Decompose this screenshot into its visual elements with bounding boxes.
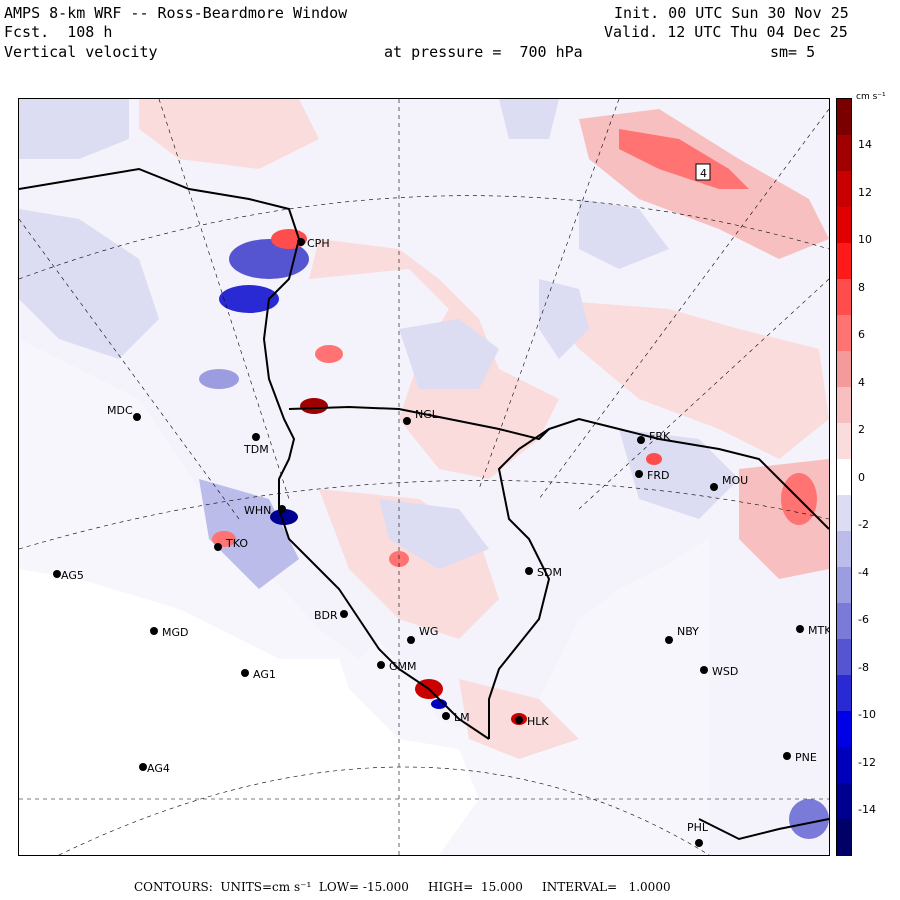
colorbar-segment	[837, 207, 851, 244]
station-marker-bdr	[340, 610, 348, 618]
station-label-ag5: AG5	[61, 569, 84, 582]
colorbar-tick: 6	[858, 328, 865, 341]
colorbar-segment	[837, 315, 851, 352]
colorbar-segment	[837, 639, 851, 676]
station-marker-pne	[783, 752, 791, 760]
station-label-phl: PHL	[687, 821, 709, 834]
station-marker-ag5	[53, 570, 61, 578]
model-title: AMPS 8-km WRF -- Ross-Beardmore Window	[4, 4, 348, 22]
station-label-ngl: NGL	[415, 408, 439, 421]
contour-label-box	[695, 163, 711, 181]
station-marker-tdm	[252, 433, 260, 441]
colorbar-segment	[837, 747, 851, 784]
colorbar-segment	[837, 567, 851, 604]
station-label-cph: CPH	[307, 237, 330, 250]
station-marker-lm	[442, 712, 450, 720]
station-label-mdc: MDC	[107, 404, 133, 417]
station-label-mgd: MGD	[162, 626, 189, 639]
station-label-tko: TKO	[225, 537, 248, 550]
station-label-frk: FRK	[649, 430, 671, 443]
station-label-lm: LM	[454, 711, 470, 724]
colorbar-tick: -4	[858, 565, 869, 579]
station-label-mtk: MTK	[808, 624, 829, 637]
colorbar-tick: 2	[858, 423, 865, 436]
station-marker-mtk	[796, 625, 804, 633]
station-marker-whn	[278, 505, 286, 513]
colorbar-tick: -12	[858, 755, 876, 769]
colorbar-segment	[837, 459, 851, 496]
station-label-tdm: TDM	[243, 443, 269, 456]
colorbar-tick: -10	[858, 708, 876, 721]
colorbar-tick: 14	[858, 138, 872, 151]
station-label-pne: PNE	[795, 751, 817, 764]
station-marker-wg	[407, 636, 415, 644]
station-marker-gmm	[377, 661, 385, 669]
colorbar-segment	[837, 783, 851, 820]
map-canvas: 4 CPH MDC TDM NGL FRK FRD MOU WHN TKO AG5 SDM BDR MG…	[19, 99, 829, 855]
colorbar-segment	[837, 675, 851, 712]
colorbar-tick: -8	[858, 660, 869, 674]
station-marker-wsd	[700, 666, 708, 674]
colorbar-segment	[837, 423, 851, 460]
forecast-hour: Fcst. 108 h	[4, 23, 113, 41]
colorbar-segment	[837, 351, 851, 388]
station-marker-sdm	[525, 567, 533, 575]
valid-time: Valid. 12 UTC Thu 04 Dec 25	[604, 23, 848, 41]
colorbar-segment	[837, 531, 851, 568]
station-label-whn: WHN	[244, 504, 271, 517]
colorbar-tick: -14	[858, 803, 876, 816]
colorbar-tick: 4	[858, 375, 865, 389]
colorbar-segment	[837, 603, 851, 640]
station-marker-cph	[297, 238, 305, 246]
station-marker-tko	[214, 543, 222, 551]
station-label-gmm: GMM	[389, 660, 417, 673]
pressure-level: at pressure = 700 hPa	[384, 43, 583, 61]
colorbar-segment	[837, 279, 851, 316]
colorbar-tick: 0	[858, 470, 865, 484]
colorbar-tick: 12	[858, 185, 872, 199]
smoothing-label: sm= 5	[770, 43, 816, 61]
station-label-ag1: AG1	[253, 668, 276, 681]
station-label-mou: MOU	[722, 474, 748, 487]
colorbar-units: cm s⁻¹	[856, 92, 886, 102]
station-label-bdr: BDR	[314, 609, 338, 622]
colorbar-segment	[837, 711, 851, 748]
vertical-velocity-map: 4 CPH MDC TDM NGL FRK FRD MOU WHN TKO AG5 SDM BDR MG…	[18, 98, 830, 856]
colorbar-tick: 10	[858, 233, 872, 246]
station-marker-mou	[710, 483, 718, 491]
station-marker-frd	[635, 470, 643, 478]
colorbar-segment	[837, 495, 851, 532]
colorbar-tick: -2	[858, 518, 869, 531]
colorbar-segment	[837, 819, 851, 856]
station-label-hlk: HLK	[527, 715, 549, 728]
colorbar-segment	[837, 171, 851, 208]
station-label-wsd: WSD	[712, 665, 738, 678]
station-label-nby: NBY	[677, 625, 699, 638]
colorbar-segment	[837, 243, 851, 280]
colorbar-segment	[837, 99, 851, 136]
station-marker-ag1	[241, 669, 249, 677]
station-marker-hlk	[515, 716, 523, 724]
colorbar-tick: 8	[858, 280, 865, 294]
colorbar	[836, 98, 852, 856]
station-label-sdm: SDM	[537, 566, 562, 579]
station-label-wg: WG	[419, 625, 438, 638]
colorbar-tick: -6	[858, 613, 869, 626]
station-label-ag4: AG4	[147, 762, 170, 775]
station-marker-phl	[695, 839, 703, 847]
station-marker-mgd	[150, 627, 158, 635]
contour-label-4: 4	[700, 167, 707, 180]
colorbar-segment	[837, 387, 851, 424]
colorbar-segment	[837, 135, 851, 172]
station-marker-ag4	[139, 763, 147, 771]
station-marker-ngl	[403, 417, 411, 425]
station-marker-nby	[665, 636, 673, 644]
station-label-frd: FRD	[647, 469, 669, 482]
field-name: Vertical velocity	[4, 43, 158, 61]
station-marker-frk	[637, 436, 645, 444]
init-time: Init. 00 UTC Sun 30 Nov 25	[614, 4, 849, 22]
station-marker-mdc	[133, 413, 141, 421]
contour-info: CONTOURS: UNITS=cm s⁻¹ LOW= -15.000 HIGH…	[134, 880, 671, 894]
